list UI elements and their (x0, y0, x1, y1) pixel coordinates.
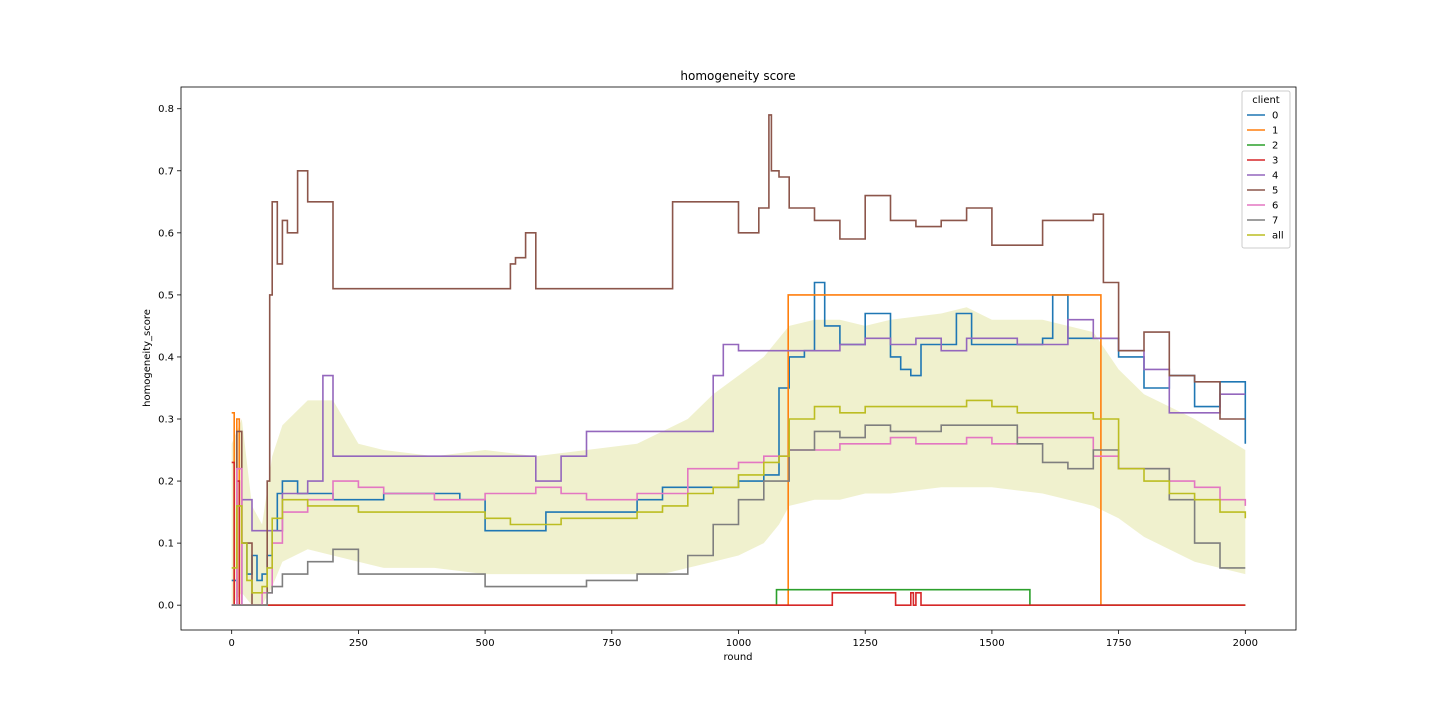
series-line-all (231, 399, 1247, 594)
series-line-6 (231, 436, 1247, 606)
y-axis-label: homogeneity_score (142, 309, 153, 407)
x-tick-label: 1000 (726, 638, 751, 649)
y-tick-label: 0.0 (158, 601, 174, 612)
x-tick-label: 500 (476, 638, 495, 649)
y-tick-label: 0.7 (158, 166, 174, 177)
y-tick-label: 0.2 (158, 477, 174, 488)
x-axis: 0 250 500 750 1000 1250 1500 1750 2000 (228, 630, 1258, 649)
legend-label-all: all (1272, 231, 1284, 242)
legend-label-6: 6 (1272, 201, 1278, 212)
legend-label-7: 7 (1272, 216, 1278, 227)
series-line-4 (231, 318, 1246, 606)
y-tick-label: 0.8 (158, 104, 174, 115)
y-tick-label: 0.5 (158, 290, 174, 301)
y-tick-label: 0.4 (158, 352, 174, 363)
y-axis: 0.0 0.1 0.2 0.3 0.4 0.5 0.6 0.7 0.8 (158, 104, 181, 612)
y-tick-label: 0.3 (158, 415, 174, 426)
legend-label-0: 0 (1272, 111, 1278, 122)
x-tick-label: 250 (349, 638, 368, 649)
x-tick-label: 2000 (1233, 638, 1258, 649)
series-line-5 (231, 114, 1246, 606)
x-tick-label: 0 (228, 638, 234, 649)
x-tick-label: 1500 (979, 638, 1004, 649)
x-tick-label: 750 (602, 638, 621, 649)
chart-title: homogeneity score (680, 69, 795, 83)
legend-label-1: 1 (1272, 126, 1278, 137)
y-tick-label: 0.1 (158, 539, 174, 550)
y-tick-label: 0.6 (158, 228, 174, 239)
legend-label-5: 5 (1272, 186, 1278, 197)
legend-label-2: 2 (1272, 141, 1278, 152)
plot-content (231, 114, 1247, 606)
legend: client 0 1 2 3 4 5 6 7 all (1241, 90, 1291, 249)
legend-label-4: 4 (1272, 171, 1278, 182)
legend-label-3: 3 (1272, 156, 1278, 167)
series-line-7 (231, 424, 1246, 606)
legend-title: client (1252, 95, 1280, 106)
x-tick-label: 1750 (1106, 638, 1131, 649)
x-axis-label: round (723, 652, 752, 663)
x-tick-label: 1250 (852, 638, 877, 649)
